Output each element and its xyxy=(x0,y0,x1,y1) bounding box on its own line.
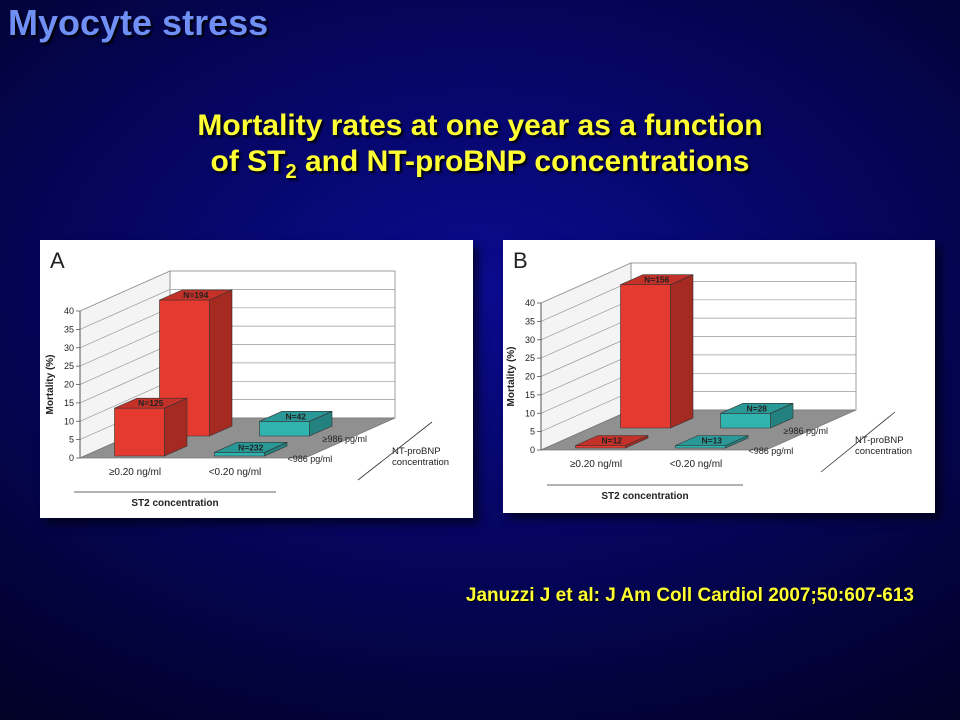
y-tick-label: 15 xyxy=(64,398,74,408)
bar-red-1-0 xyxy=(620,274,694,429)
bar-front-face xyxy=(575,445,626,449)
bar-n-label: N=156 xyxy=(644,275,670,285)
chart-panel-b: B 0 5 10 15 20 25 30 35 40 Mortality (%) N=156 N=28 N… xyxy=(503,240,935,513)
y-tick-label: 5 xyxy=(530,427,535,437)
depth-axis-label: NT-proBNP xyxy=(855,435,904,446)
y-axis-label: Mortality (%) xyxy=(45,355,56,415)
panel-letter: B xyxy=(513,248,528,273)
gridline xyxy=(79,270,395,312)
bar-top-face xyxy=(114,397,188,409)
panel-letter: A xyxy=(50,248,65,273)
depth-axis-label-line2: concentration xyxy=(855,446,912,457)
gridline xyxy=(540,262,856,304)
x-category-label: ≥0.20 ng/ml xyxy=(570,459,622,470)
depth-category-label: ≥986 pg/ml xyxy=(784,426,828,436)
x-category-label: <0.20 ng/ml xyxy=(209,467,262,478)
y-tick-label: 5 xyxy=(69,435,74,445)
bar-n-label: N=13 xyxy=(701,436,722,446)
y-tick-label: 0 xyxy=(530,445,535,455)
citation: Januzzi J et al: J Am Coll Cardiol 2007;… xyxy=(465,585,914,606)
bar-top-face xyxy=(675,435,749,446)
bar-front-face xyxy=(620,284,671,429)
subtitle-subscript: 2 xyxy=(285,161,297,183)
chart-panel-a: A 0 5 10 15 20 25 30 35 40 Mortality (%) N=194 N=42 N… xyxy=(40,240,473,518)
bar-n-label: N=194 xyxy=(183,290,209,300)
bar-front-face xyxy=(259,421,310,437)
x-category-label: ≥0.20 ng/ml xyxy=(109,467,161,478)
x-axis-label: ST2 concentration xyxy=(601,491,688,502)
y-tick-label: 10 xyxy=(525,408,535,418)
depth-category-label: <986 pg/ml xyxy=(288,454,333,464)
bar-front-face xyxy=(720,413,771,429)
depth-axis-label-line2: concentration xyxy=(392,457,449,468)
subtitle-line-2-pre: of ST xyxy=(210,145,286,178)
bar-front-face xyxy=(214,452,265,457)
bar-top-face xyxy=(214,442,288,453)
y-tick-label: 25 xyxy=(525,353,535,363)
y-tick-label: 15 xyxy=(525,390,535,400)
gridline xyxy=(79,289,395,330)
subtitle-line-2: of ST2 and NT-proBNP concentrations xyxy=(0,144,960,183)
y-tick-label: 35 xyxy=(64,324,74,334)
slide-subtitle: Mortality rates at one year as a functio… xyxy=(0,108,960,183)
chart-b-svg: B 0 5 10 15 20 25 30 35 40 Mortality (%) N=156 N=28 N… xyxy=(506,248,912,502)
y-tick-label: 40 xyxy=(525,298,535,308)
subtitle-line-1: Mortality rates at one year as a functio… xyxy=(197,109,763,142)
bar-teal-1-1 xyxy=(259,410,333,437)
depth-axis-slash xyxy=(820,411,896,473)
bar-teal-0-1 xyxy=(675,435,749,449)
bar-red-0-0 xyxy=(575,435,649,449)
depth-axis-slash xyxy=(357,421,433,481)
bar-front-face xyxy=(114,407,165,457)
bar-side-face xyxy=(670,274,694,429)
bar-n-label: N=232 xyxy=(238,442,264,452)
depth-category-label: <986 pg/ml xyxy=(749,446,794,456)
x-axis-label: ST2 concentration xyxy=(131,498,218,509)
y-tick-label: 40 xyxy=(64,306,74,316)
y-tick-label: 0 xyxy=(69,453,74,463)
depth-axis-label: NT-proBNP xyxy=(392,446,441,457)
bar-top-face xyxy=(259,411,333,422)
bar-n-label: N=28 xyxy=(746,403,767,413)
y-tick-label: 25 xyxy=(64,361,74,371)
y-tick-label: 35 xyxy=(525,316,535,326)
bar-front-face xyxy=(675,445,726,449)
bar-top-face xyxy=(720,403,794,414)
bar-n-label: N=12 xyxy=(601,436,622,446)
slide-title: Myocyte stress xyxy=(8,2,269,43)
bar-top-face xyxy=(620,274,694,286)
bar-top-face xyxy=(159,289,233,301)
y-axis-label: Mortality (%) xyxy=(506,347,517,407)
chart-a-svg: A 0 5 10 15 20 25 30 35 40 Mortality (%) N=194 N=42 N… xyxy=(45,248,449,509)
y-tick-label: 10 xyxy=(64,416,74,426)
y-tick-label: 30 xyxy=(64,343,74,353)
y-tick-label: 20 xyxy=(64,380,74,390)
bar-n-label: N=42 xyxy=(285,411,306,421)
subtitle-line-2-post: and NT-proBNP concentrations xyxy=(296,145,750,178)
bar-teal-1-1 xyxy=(720,402,794,429)
x-category-label: <0.20 ng/ml xyxy=(670,459,723,470)
bar-teal-0-1 xyxy=(214,441,288,457)
bar-top-face xyxy=(575,435,649,446)
y-tick-label: 30 xyxy=(525,335,535,345)
bar-side-face xyxy=(209,289,233,437)
y-tick-label: 20 xyxy=(525,372,535,382)
depth-category-label: ≥986 pg/ml xyxy=(323,434,367,444)
bar-n-label: N=125 xyxy=(138,398,164,408)
bar-red-0-0 xyxy=(114,397,188,457)
